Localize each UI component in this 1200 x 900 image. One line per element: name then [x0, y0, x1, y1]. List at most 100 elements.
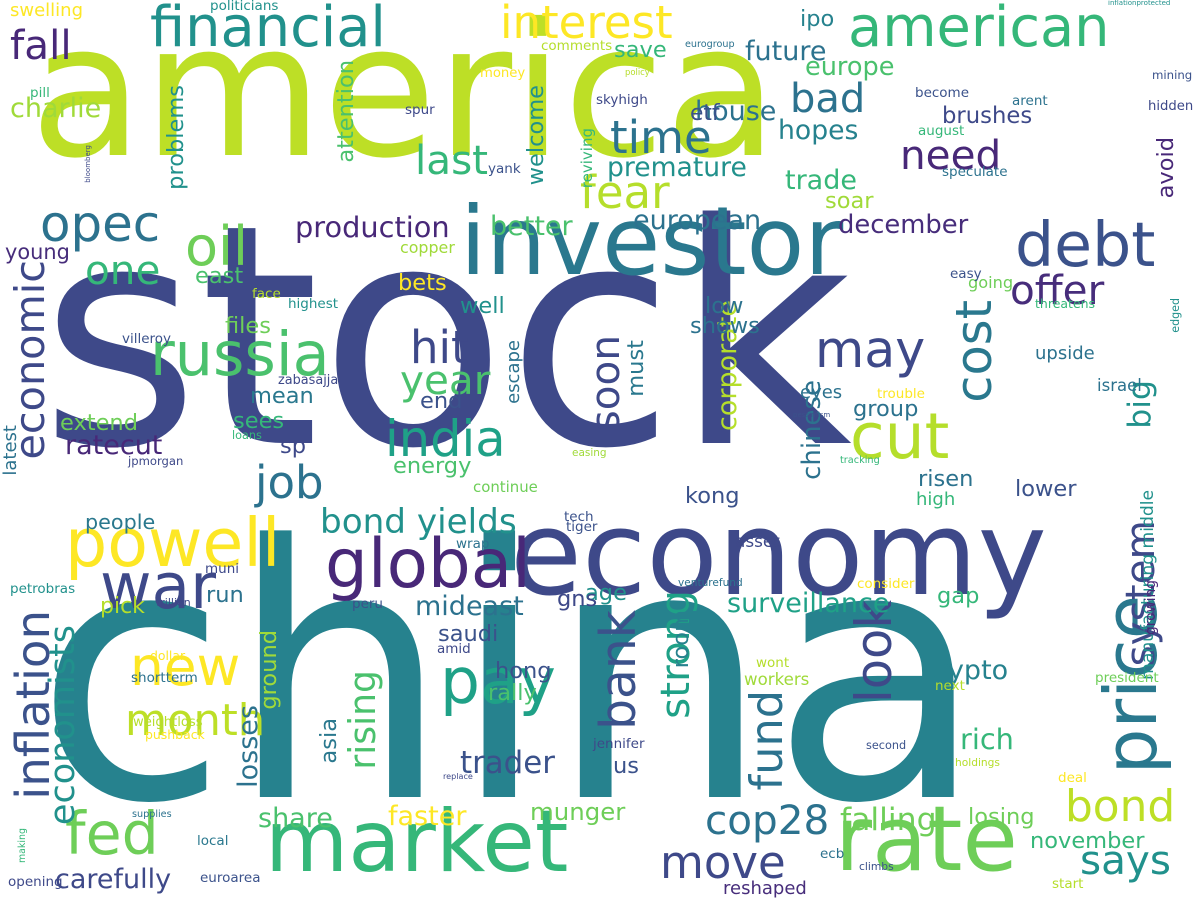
word: asia: [316, 718, 342, 764]
word: offer: [1010, 266, 1105, 314]
word: bond: [1065, 781, 1176, 832]
word: run: [206, 582, 244, 608]
word: skyhigh: [596, 92, 648, 108]
word: age: [585, 580, 627, 606]
word: bank: [591, 610, 647, 730]
word: well: [460, 293, 505, 319]
word: trouble: [877, 386, 925, 402]
word: group: [853, 396, 919, 422]
word: workers: [744, 670, 810, 689]
word: risen: [918, 466, 974, 492]
word: mean: [250, 383, 314, 409]
word: muni: [205, 561, 240, 577]
word: may: [815, 320, 926, 379]
word: hidden: [1148, 99, 1194, 114]
word: mideast: [415, 591, 524, 622]
word: rate: [835, 787, 1018, 892]
word: people: [85, 510, 156, 534]
word: end: [420, 388, 463, 414]
word: rally: [488, 680, 537, 706]
word: problems: [163, 85, 189, 190]
word: save: [614, 37, 667, 63]
word: reshaped: [723, 878, 807, 899]
word: bloomberg: [84, 145, 92, 183]
word: hopes: [778, 115, 859, 146]
word: india: [385, 410, 506, 468]
word: saudi: [438, 621, 499, 647]
word: losses: [233, 705, 264, 788]
word: one: [85, 246, 161, 294]
word: shortterm: [131, 670, 198, 686]
word: munger: [530, 797, 626, 826]
word: comments: [541, 38, 613, 54]
word: holdings: [955, 756, 1000, 769]
word: ipo: [800, 6, 835, 32]
word: better: [490, 211, 573, 242]
word: easing: [572, 447, 607, 459]
word: investor: [460, 187, 844, 297]
word: rising: [341, 670, 384, 770]
word: growing: [1143, 580, 1159, 635]
word: brushes: [942, 103, 1033, 129]
word: sp: [280, 433, 307, 459]
word: east: [195, 263, 244, 289]
word: yank: [488, 161, 521, 177]
word: trillion: [156, 596, 191, 609]
word: fear: [580, 166, 670, 219]
word: young: [5, 240, 70, 264]
word: copper: [400, 238, 455, 257]
word: china: [35, 471, 986, 880]
word: hit: [410, 321, 469, 374]
word: escape: [503, 340, 524, 404]
word: files: [225, 313, 271, 339]
word: december: [838, 210, 969, 240]
word: low: [705, 293, 744, 319]
word: says: [1080, 836, 1171, 884]
word: face: [252, 286, 281, 302]
word: ecb: [820, 846, 845, 862]
word: wont: [756, 655, 790, 671]
word: highest: [288, 296, 339, 312]
word: edged: [1169, 298, 1182, 333]
word: global: [325, 524, 531, 603]
word: latest: [0, 425, 21, 476]
word: tracking: [840, 455, 880, 466]
word: speculate: [942, 164, 1008, 180]
word: replace: [443, 771, 473, 781]
word: soon: [581, 335, 629, 432]
word: pick: [100, 594, 145, 619]
word: soar: [825, 188, 874, 214]
word: upside: [1035, 343, 1095, 364]
word: loans: [232, 429, 262, 442]
word: making: [17, 828, 28, 864]
word: avoid: [1153, 137, 1179, 199]
word: us: [613, 753, 639, 779]
word: etf: [690, 101, 720, 126]
word: new: [130, 635, 241, 698]
word: cost: [945, 300, 1003, 403]
word: mining: [1152, 68, 1193, 82]
word: kong: [685, 483, 740, 509]
word: share: [258, 803, 333, 834]
word: future: [745, 36, 827, 67]
word: november: [1030, 828, 1145, 854]
word: second: [866, 739, 907, 752]
word: swelling: [10, 0, 84, 21]
word: faster: [388, 801, 467, 832]
word: president: [1095, 670, 1159, 686]
word: high: [916, 489, 956, 510]
word: continue: [473, 478, 538, 496]
word: august: [918, 123, 965, 139]
word: opening: [8, 874, 63, 890]
word: easy: [950, 266, 982, 282]
word: petrobras: [10, 581, 76, 597]
word: wrap: [456, 536, 490, 552]
word: trader: [460, 745, 555, 781]
word: economists: [42, 625, 83, 826]
word: production: [295, 210, 450, 244]
word: cut: [850, 400, 950, 473]
word: gap: [937, 583, 980, 609]
word: carefully: [55, 864, 172, 895]
word: politicians: [210, 0, 279, 14]
